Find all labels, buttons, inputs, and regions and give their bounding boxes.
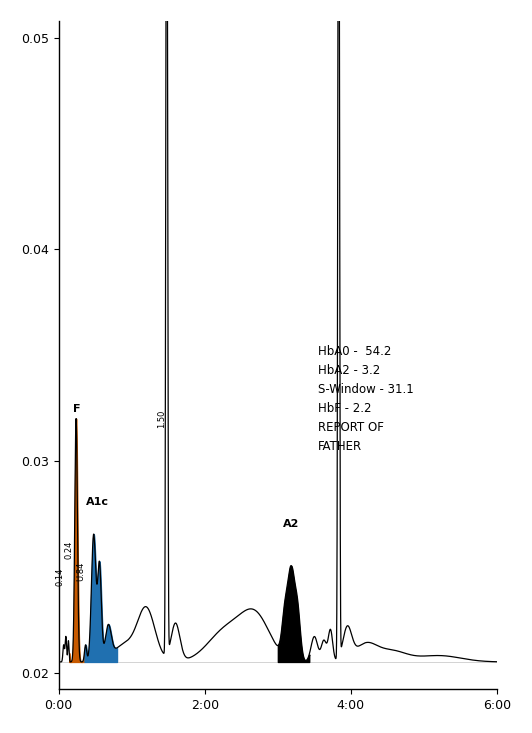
Text: A2: A2 <box>283 519 299 528</box>
Text: A1c: A1c <box>86 498 109 507</box>
Text: U.84: U.84 <box>77 561 86 581</box>
Text: HbA0 -  54.2
HbA2 - 3.2
S-Window - 31.1
HbF - 2.2
REPORT OF
FATHER: HbA0 - 54.2 HbA2 - 3.2 S-Window - 31.1 H… <box>318 345 414 452</box>
Text: F: F <box>73 405 80 414</box>
Text: 0.14: 0.14 <box>56 568 65 586</box>
Text: 0.24: 0.24 <box>65 541 74 559</box>
Text: 1.50: 1.50 <box>157 410 167 428</box>
